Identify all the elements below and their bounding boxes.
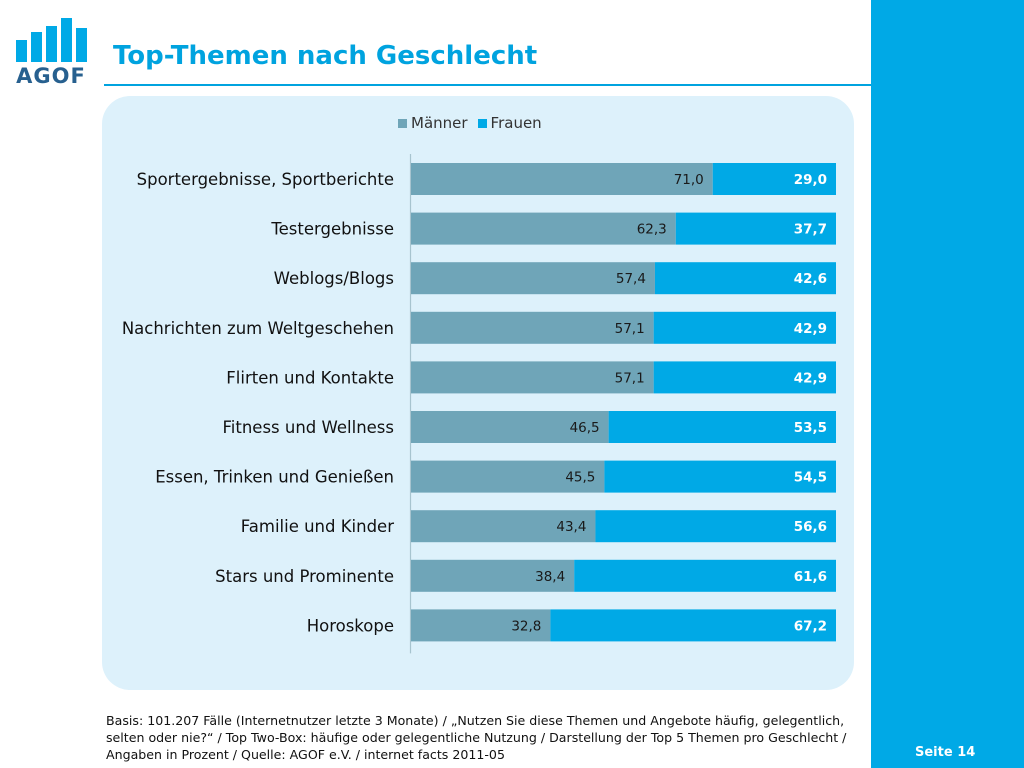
- bar-frauen: [653, 361, 836, 394]
- data-label-frauen: 54,5: [794, 470, 827, 486]
- data-label-frauen: 37,7: [794, 222, 827, 238]
- data-label-maenner: 38,4: [535, 569, 565, 585]
- legend-item-frauen: Frauen: [477, 114, 542, 132]
- data-label-maenner: 45,5: [565, 470, 595, 486]
- data-label-frauen: 67,2: [794, 618, 827, 634]
- data-label-maenner: 57,4: [616, 271, 646, 287]
- legend-label-frauen: Frauen: [490, 114, 542, 132]
- data-label-frauen: 29,0: [794, 172, 827, 188]
- data-label-frauen: 56,6: [794, 519, 827, 535]
- bar-maenner: [411, 311, 654, 344]
- bar-maenner: [411, 212, 676, 245]
- data-label-frauen: 42,6: [794, 271, 827, 287]
- page-number: Seite 14: [915, 745, 976, 760]
- bar-maenner: [411, 411, 609, 443]
- logo-text: AGOF: [16, 64, 86, 88]
- data-label-maenner: 71,0: [674, 172, 704, 188]
- data-label-maenner: 43,4: [556, 519, 586, 535]
- bar-maenner: [411, 361, 654, 394]
- data-label-maenner: 57,1: [615, 370, 645, 386]
- category-label: Stars und Prominente: [215, 567, 394, 586]
- footnote: Basis: 101.207 Fälle (Internetnutzer let…: [106, 713, 847, 762]
- bar-frauen: [595, 510, 836, 543]
- bar-frauen: [712, 163, 836, 195]
- chart-legend: Männer Frauen: [398, 114, 542, 132]
- bar-maenner: [411, 510, 596, 543]
- agof-logo: AGOF: [14, 18, 88, 90]
- bar-maenner: [411, 609, 551, 642]
- category-label: Horoskope: [307, 616, 394, 635]
- bar-frauen: [653, 311, 836, 344]
- data-label-maenner: 57,1: [615, 321, 645, 337]
- bar-frauen: [550, 609, 836, 642]
- category-label: Sportergebnisse, Sportberichte: [137, 170, 394, 189]
- data-label-maenner: 32,8: [511, 618, 541, 634]
- bar-frauen: [574, 559, 836, 592]
- right-sidebar: [871, 0, 1024, 768]
- category-label: Weblogs/Blogs: [274, 269, 394, 288]
- bar-maenner: [411, 163, 713, 195]
- data-label-frauen: 42,9: [794, 321, 827, 337]
- bar-frauen: [675, 212, 836, 245]
- data-label-frauen: 53,5: [794, 420, 827, 436]
- category-label: Essen, Trinken und Genießen: [155, 468, 394, 487]
- bar-frauen: [654, 262, 836, 295]
- legend-swatch-maenner: [398, 118, 407, 128]
- data-label-frauen: 42,9: [794, 370, 827, 386]
- page-title: Top-Themen nach Geschlecht: [113, 41, 538, 71]
- bar-frauen: [608, 411, 836, 443]
- data-label-maenner: 62,3: [637, 222, 667, 238]
- category-label: Fitness und Wellness: [223, 418, 395, 437]
- logo-bars-icon: [16, 18, 87, 62]
- legend-item-maenner: Männer: [398, 114, 468, 132]
- bar-maenner: [411, 559, 575, 592]
- legend-label-maenner: Männer: [411, 114, 468, 132]
- category-label: Nachrichten zum Weltgeschehen: [122, 319, 394, 338]
- bar-maenner: [411, 262, 655, 295]
- category-label: Testergebnisse: [270, 220, 394, 239]
- category-label: Familie und Kinder: [241, 517, 394, 536]
- legend-swatch-frauen: [477, 118, 487, 128]
- bar-maenner: [411, 460, 605, 493]
- category-label: Flirten und Kontakte: [226, 368, 394, 387]
- data-label-maenner: 46,5: [570, 420, 600, 436]
- title-divider: [104, 84, 871, 86]
- data-label-frauen: 61,6: [794, 569, 827, 585]
- bar-frauen: [604, 460, 836, 493]
